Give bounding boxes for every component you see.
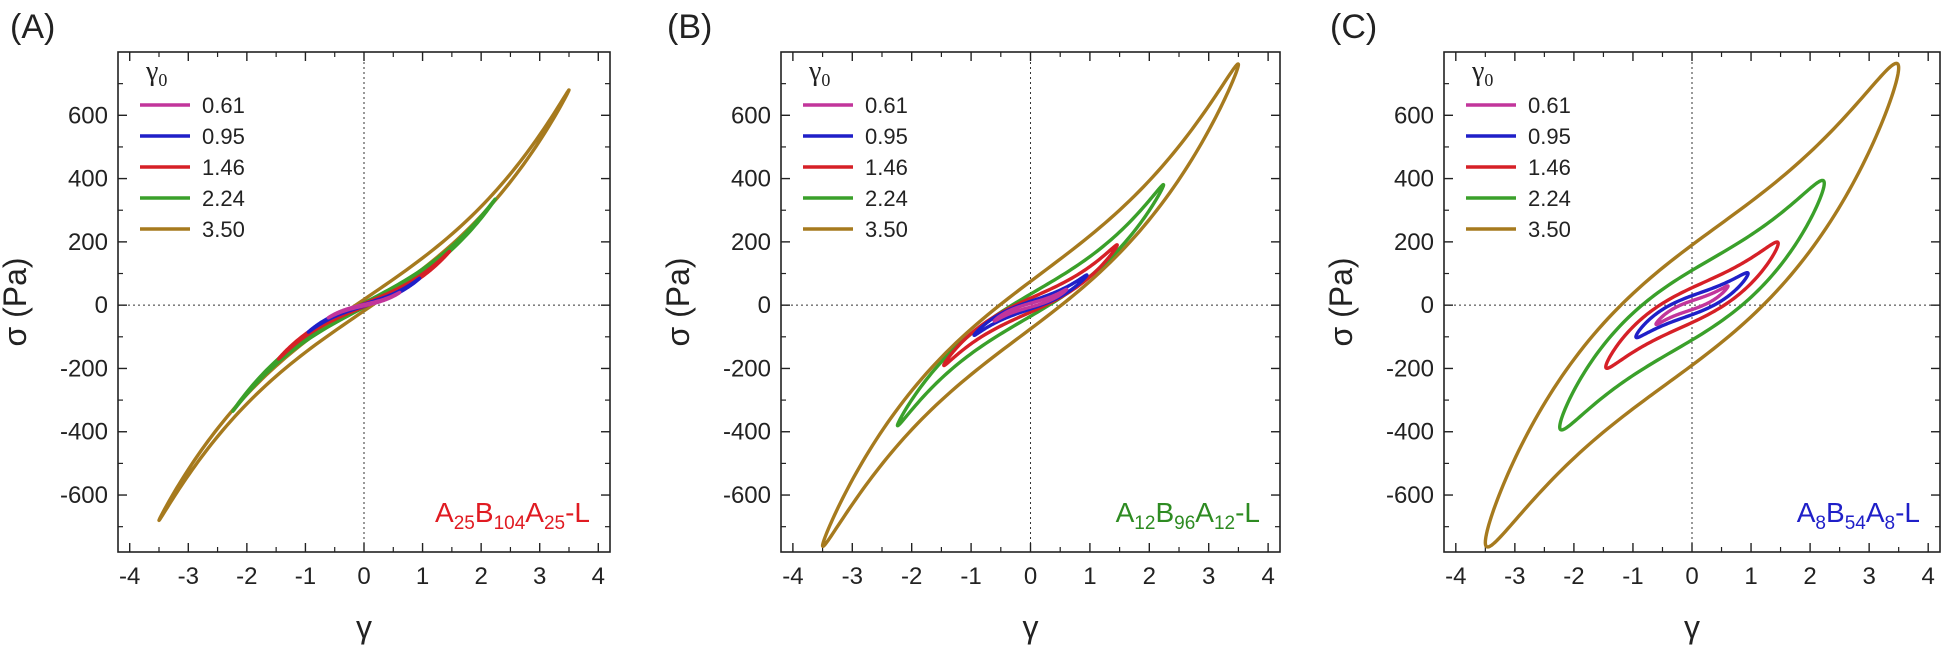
panel-label: (A) xyxy=(10,8,55,46)
loop-series-2-24 xyxy=(895,182,1166,428)
x-tick-label: 3 xyxy=(1862,563,1875,590)
loop-series-3-50 xyxy=(157,88,571,523)
loop-series-0-61 xyxy=(1654,284,1730,327)
loop-series-0-61 xyxy=(992,287,1069,323)
x-axis-title: γ xyxy=(1023,609,1039,645)
y-tick-label: -600 xyxy=(60,482,108,509)
loop-series-2-24 xyxy=(1558,178,1826,432)
panel-label: (B) xyxy=(667,8,712,46)
legend-label: 2.24 xyxy=(865,186,908,211)
chart-panel-b: (B) -4 -3 -2 -1 0 1 2 3 4 -600 -400 -200 0 200 400 600 γ σ… xyxy=(660,8,1281,645)
loop-series-1-46 xyxy=(1604,240,1780,371)
x-tick-label: -2 xyxy=(1563,563,1584,590)
y-axis-title: σ (Pa) xyxy=(660,257,696,346)
y-tick-label: -600 xyxy=(723,482,771,509)
y-tick-label: 0 xyxy=(758,292,771,319)
y-tick-label: 0 xyxy=(95,292,108,319)
x-tick-label: -3 xyxy=(1504,563,1525,590)
legend-title: γ0 xyxy=(808,56,830,90)
x-tick-label: 0 xyxy=(1024,563,1037,590)
x-tick-label: -1 xyxy=(295,563,316,590)
legend-label: 0.61 xyxy=(202,93,245,118)
x-tick-label: 0 xyxy=(357,563,370,590)
loop-series-1-46 xyxy=(942,243,1119,368)
y-tick-label: 0 xyxy=(1421,292,1434,319)
legend-label: 1.46 xyxy=(865,155,908,180)
x-tick-label: -3 xyxy=(178,563,199,590)
y-tick-label: 200 xyxy=(731,229,771,256)
x-tick-label: -2 xyxy=(236,563,257,590)
chart-panel-a: (A) -4 -3 -2 -1 0 1 2 3 4 -600 -400 -200 0 200 400 600 γ σ… xyxy=(0,8,611,645)
x-tick-label: 2 xyxy=(1143,563,1156,590)
x-tick-label: -1 xyxy=(960,563,981,590)
legend-label: 2.24 xyxy=(202,186,245,211)
y-tick-label: -200 xyxy=(60,355,108,382)
legend-label: 3.50 xyxy=(865,217,908,242)
x-tick-label: 1 xyxy=(1083,563,1096,590)
legend-label: 0.95 xyxy=(865,124,908,149)
sample-label: A12B96A12-L xyxy=(1116,497,1260,534)
legend-label: 1.46 xyxy=(1528,155,1571,180)
y-tick-label: 400 xyxy=(68,166,108,193)
legend-label: 3.50 xyxy=(1528,217,1571,242)
loop-series-0-61 xyxy=(326,290,402,320)
loop-series-3-50 xyxy=(1483,61,1901,549)
y-axis-title: σ (Pa) xyxy=(0,257,33,346)
y-tick-label: -200 xyxy=(723,355,771,382)
y-tick-label: 200 xyxy=(68,229,108,256)
x-axis-title: γ xyxy=(1684,609,1700,645)
loop-series-0-95 xyxy=(972,273,1089,338)
y-tick-label: -600 xyxy=(1386,482,1434,509)
x-tick-label: -4 xyxy=(782,563,803,590)
legend-label: 0.61 xyxy=(865,93,908,118)
x-tick-label: 2 xyxy=(1803,563,1816,590)
y-tick-label: 400 xyxy=(731,166,771,193)
x-tick-label: 4 xyxy=(1922,563,1935,590)
x-tick-label: 3 xyxy=(1202,563,1215,590)
x-tick-label: 1 xyxy=(1744,563,1757,590)
legend-label: 1.46 xyxy=(202,155,245,180)
legend-label: 0.95 xyxy=(1528,124,1571,149)
x-tick-label: -2 xyxy=(901,563,922,590)
x-tick-label: 2 xyxy=(474,563,487,590)
x-tick-label: 4 xyxy=(1261,563,1274,590)
legend-title: γ0 xyxy=(1471,56,1493,90)
legend-label: 3.50 xyxy=(202,217,245,242)
legend-label: 0.61 xyxy=(1528,93,1571,118)
y-tick-label: 400 xyxy=(1394,166,1434,193)
legend-label: 2.24 xyxy=(1528,186,1571,211)
x-tick-label: 4 xyxy=(592,563,605,590)
x-tick-label: 0 xyxy=(1685,563,1698,590)
legend-label: 0.95 xyxy=(202,124,245,149)
y-tick-label: 200 xyxy=(1394,229,1434,256)
sample-label: A8B54A8-L xyxy=(1797,497,1920,534)
loop-series-0-95 xyxy=(1634,270,1750,340)
x-tick-label: -4 xyxy=(119,563,140,590)
x-tick-label: -4 xyxy=(1445,563,1466,590)
y-tick-label: -400 xyxy=(60,419,108,446)
x-tick-label: 1 xyxy=(416,563,429,590)
x-tick-label: -3 xyxy=(842,563,863,590)
sample-label: A25B104A25-L xyxy=(435,497,590,534)
x-tick-label: -1 xyxy=(1622,563,1643,590)
loop-series-3-50 xyxy=(820,62,1241,549)
x-tick-label: 3 xyxy=(533,563,546,590)
y-axis-title: σ (Pa) xyxy=(1323,257,1359,346)
panel-label: (C) xyxy=(1330,8,1377,46)
y-tick-label: -400 xyxy=(723,419,771,446)
legend-title: γ0 xyxy=(145,56,167,90)
chart-panel-c: (C) -4 -3 -2 -1 0 1 2 3 4 -600 -400 -200 0 200 400 600 γ σ… xyxy=(1323,8,1941,645)
y-tick-label: 600 xyxy=(68,102,108,129)
y-tick-label: 600 xyxy=(1394,102,1434,129)
y-tick-label: 600 xyxy=(731,102,771,129)
y-tick-label: -400 xyxy=(1386,419,1434,446)
y-tick-label: -200 xyxy=(1386,355,1434,382)
x-axis-title: γ xyxy=(356,609,372,645)
